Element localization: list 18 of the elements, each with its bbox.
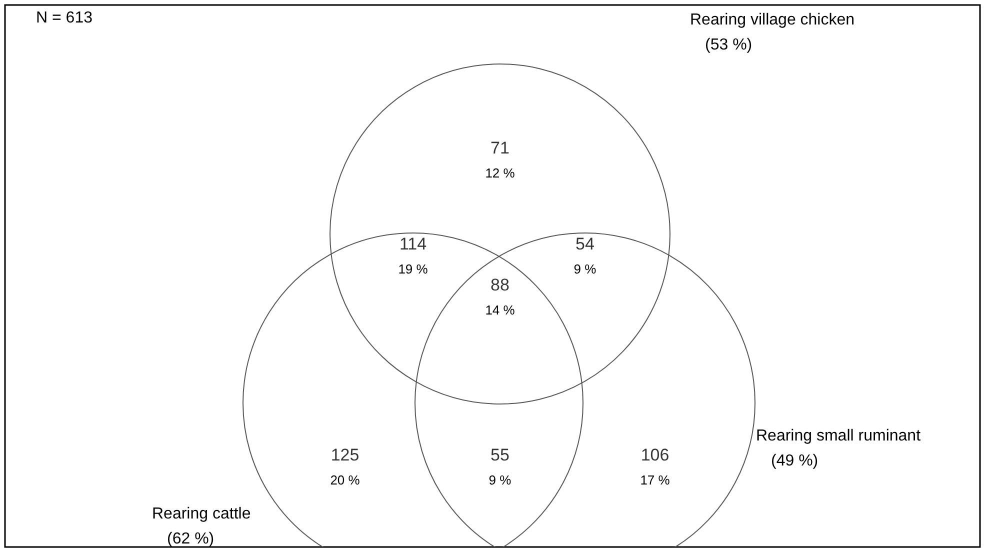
text: 12 % <box>485 166 516 180</box>
text: 9 % <box>488 472 512 488</box>
data-label: 106 <box>640 446 670 464</box>
text: Rearing cattle (62 %) <box>152 506 251 548</box>
data-label: 125 <box>330 446 360 464</box>
text: 19 % <box>398 262 428 276</box>
text: 20 % <box>330 472 360 488</box>
text: 17 % <box>640 472 670 488</box>
text: N = 613 <box>36 10 93 26</box>
data-label: 71 <box>490 138 510 158</box>
text: Rearing small ruminant (49 %) <box>756 428 922 470</box>
text: 14 % <box>485 302 516 318</box>
data-label: 88 <box>490 276 510 294</box>
data-label: 55 <box>490 446 510 464</box>
data-label: 114 <box>399 234 427 254</box>
data-label: 54 <box>576 234 594 254</box>
text: Rearing village chicken (53 %) <box>690 12 855 54</box>
text: 9 % <box>574 262 597 276</box>
